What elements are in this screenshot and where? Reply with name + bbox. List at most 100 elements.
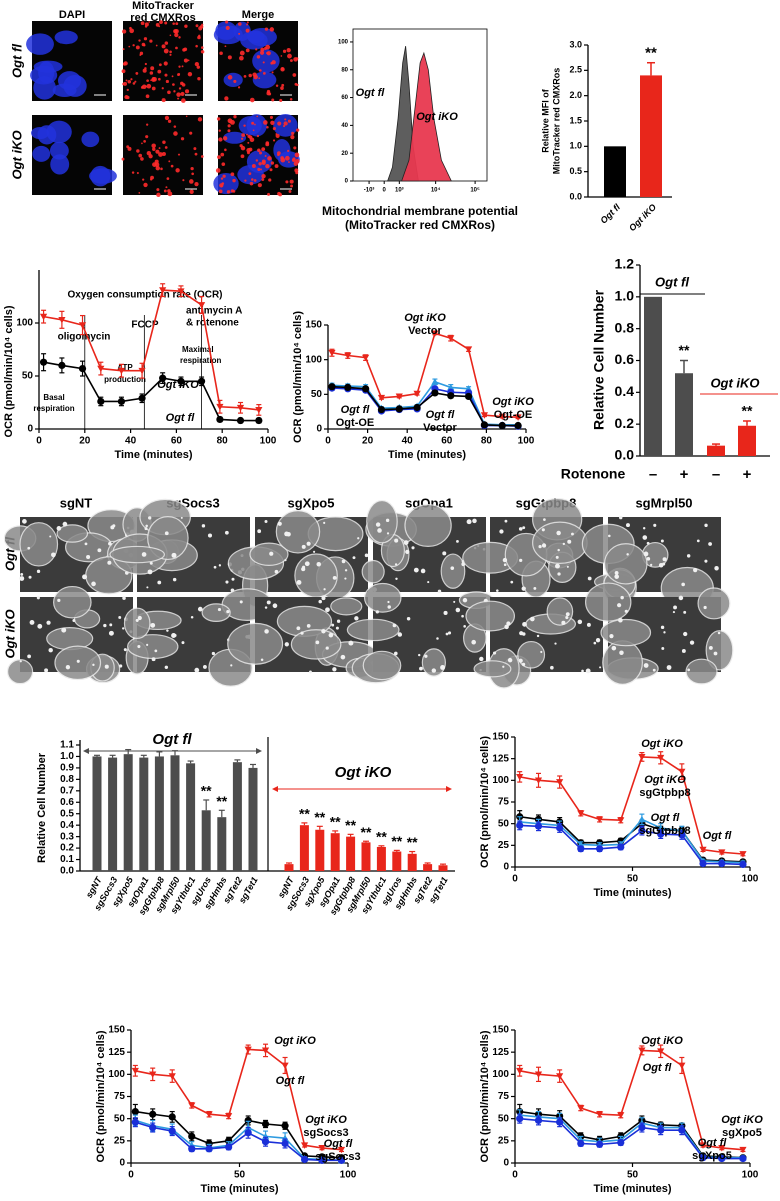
nucleus <box>33 76 56 100</box>
cell <box>472 518 477 524</box>
mitochondria <box>189 131 193 135</box>
cell <box>341 559 346 564</box>
mitochondria <box>224 148 227 152</box>
cell <box>46 620 51 625</box>
mitochondria <box>191 172 194 176</box>
cell <box>315 640 320 645</box>
mitochondria <box>143 37 148 41</box>
x-tick-label: 50 <box>627 1170 639 1181</box>
colony <box>532 521 588 564</box>
mitochondria <box>237 86 241 89</box>
annotation: production <box>104 375 146 384</box>
colony <box>404 503 452 548</box>
mitochondria <box>164 41 169 45</box>
micrograph <box>26 21 112 101</box>
cell <box>557 572 561 576</box>
mitochondria <box>252 129 255 132</box>
cell <box>213 565 217 569</box>
mitochondria <box>288 190 292 193</box>
mitochondria <box>170 164 174 168</box>
mitochondria <box>280 67 284 71</box>
marker <box>281 1122 289 1130</box>
cell <box>375 522 381 527</box>
nucleus <box>246 114 267 137</box>
marker <box>739 851 747 858</box>
cell <box>231 577 235 581</box>
significance: ** <box>361 824 372 840</box>
mitochondria <box>122 29 127 34</box>
micrograph <box>213 114 300 197</box>
cell <box>405 549 410 555</box>
annotation: antimycin A <box>186 306 242 317</box>
cell <box>714 566 719 571</box>
mitochondria <box>275 133 278 135</box>
y-axis-label: Relative Cell Number <box>36 752 48 863</box>
row-label: Ogt fl <box>9 44 24 78</box>
marker <box>188 1132 196 1140</box>
mitochondria <box>190 166 194 171</box>
marker <box>498 413 506 421</box>
cell <box>713 651 718 656</box>
marker <box>431 330 439 337</box>
mitochondria <box>263 46 268 50</box>
mitochondria <box>258 69 262 72</box>
x-axis-label: (MitoTracker red CMXRos) <box>345 218 495 232</box>
y-tick-label: 75 <box>498 797 510 808</box>
mitochondria <box>260 168 263 171</box>
mitochondria <box>158 152 163 157</box>
series-label: Ogt-OE <box>494 409 533 421</box>
cell <box>436 637 439 640</box>
cell <box>518 527 523 531</box>
cell <box>19 576 25 581</box>
cell <box>506 621 511 626</box>
cell <box>352 556 356 560</box>
marker <box>328 383 336 391</box>
marker <box>464 392 473 401</box>
y-tick-label: 1.0 <box>60 751 74 762</box>
x-axis-label: Time (minutes) <box>593 887 671 899</box>
cell <box>599 666 602 669</box>
colony <box>290 629 342 660</box>
cell <box>437 589 442 594</box>
mitochondria <box>257 183 262 188</box>
bar <box>604 146 626 197</box>
mitochondria <box>177 97 180 100</box>
mitochondria <box>130 78 133 81</box>
marker <box>225 1143 233 1151</box>
cell <box>180 516 183 519</box>
mitochondria <box>293 146 297 150</box>
cell <box>321 596 326 601</box>
bar <box>346 836 356 871</box>
mitochondria <box>246 23 248 26</box>
mitochondria <box>200 155 204 158</box>
cell <box>239 600 243 604</box>
colony <box>294 553 338 598</box>
marker <box>395 393 403 401</box>
marker <box>516 773 524 781</box>
cell <box>211 651 215 656</box>
micrograph <box>462 497 603 598</box>
mitochondria <box>131 171 135 174</box>
marker <box>205 1145 213 1153</box>
mitochondria <box>143 182 148 188</box>
row-label: Ogt iKO <box>2 609 17 658</box>
mitochondria <box>174 32 179 38</box>
marker <box>261 1047 270 1054</box>
cell <box>197 606 203 612</box>
colony <box>440 553 466 589</box>
x-tick-label: 0 <box>36 436 42 447</box>
mitochondria <box>258 77 261 80</box>
marker <box>168 1113 176 1121</box>
mitochondria <box>227 55 232 60</box>
mitochondria <box>251 121 255 125</box>
mitochondria <box>152 147 156 152</box>
mitochondria <box>240 154 245 159</box>
mitochondria <box>148 154 153 159</box>
mitochondria <box>256 55 261 59</box>
micrograph <box>121 115 204 198</box>
mitochondria <box>159 20 163 25</box>
mitochondria <box>165 186 168 189</box>
mitochondria <box>167 119 172 123</box>
cell <box>51 552 56 558</box>
